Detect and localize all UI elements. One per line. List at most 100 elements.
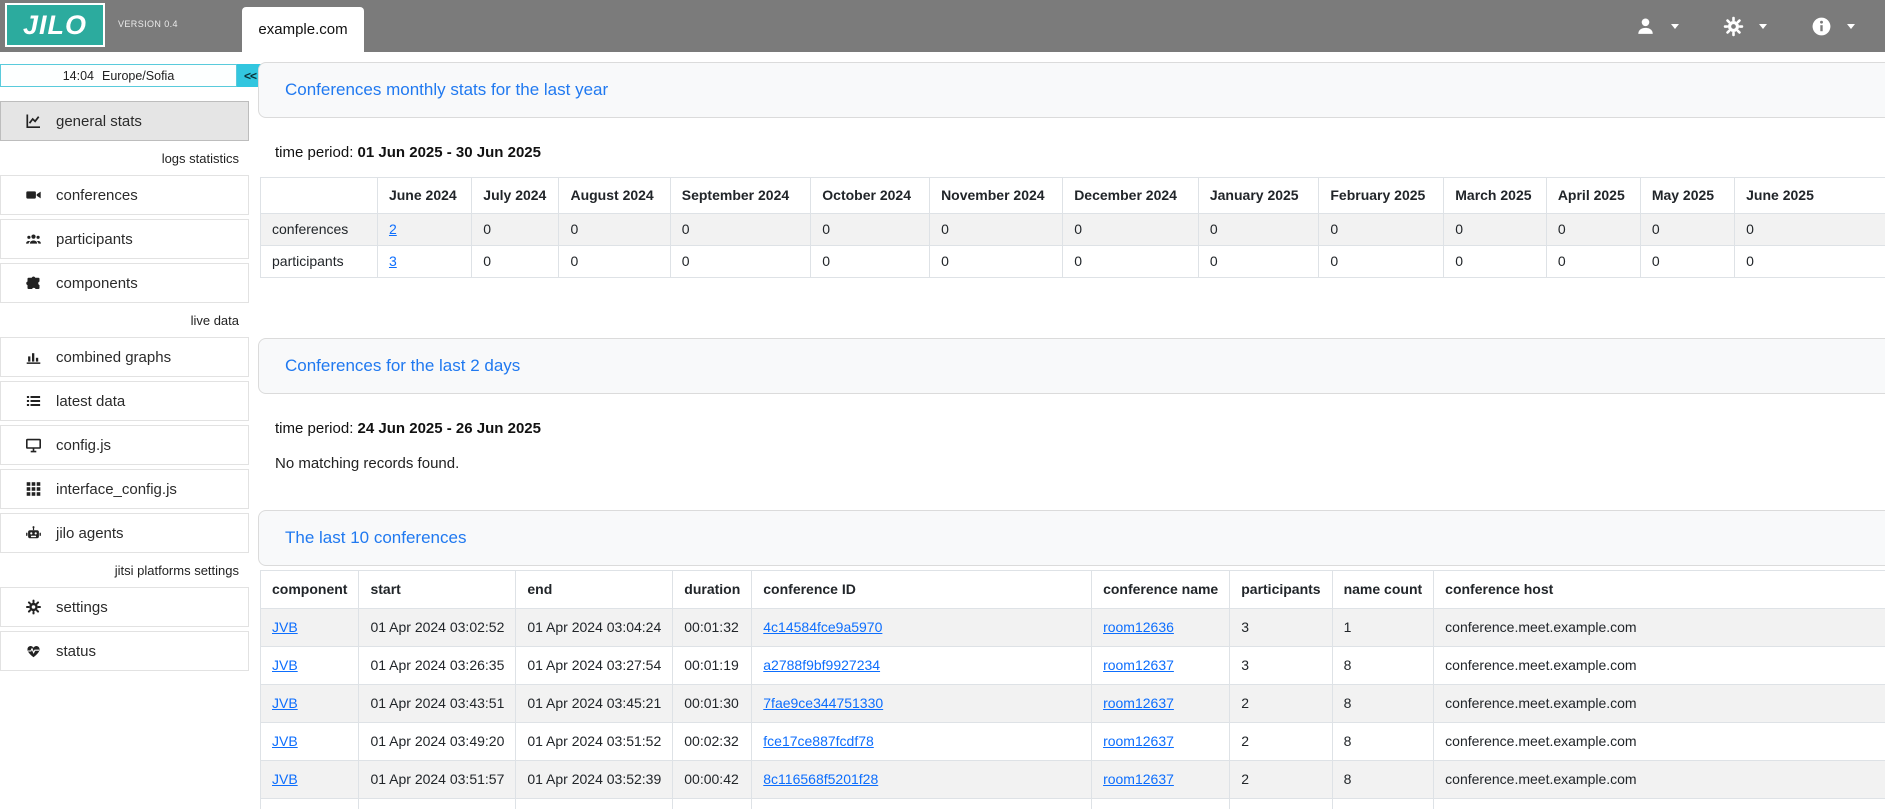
list-icon	[24, 393, 43, 409]
clock-row: 14:04 Europe/Sofia <<	[0, 64, 263, 87]
table-cell: conference.meet.example.com	[1433, 760, 1885, 799]
sidebar-section-label-jitsi-platforms-settings: jitsi platforms settings	[114, 563, 239, 578]
table-link[interactable]: room12637	[1103, 771, 1174, 787]
table-link[interactable]: 8c116568f5201f28	[763, 771, 879, 787]
user-menu[interactable]	[1635, 16, 1679, 37]
sidebar-item-label: config.js	[56, 436, 112, 454]
last-2-days-time-period-value: 24 Jun 2025 - 26 Jun 2025	[357, 420, 541, 437]
table-header-row: component start end duration conference ID co…	[259, 570, 1885, 609]
sidebar-item-label: latest data	[56, 392, 126, 410]
sidebar-item-components[interactable]: components	[0, 263, 249, 303]
column-header: duration	[672, 570, 753, 609]
column-header: component	[259, 570, 360, 609]
users-icon	[24, 231, 43, 247]
table-cell: 01 Apr 2024 03:51:52	[515, 722, 674, 761]
table-link[interactable]: a2788f9bf9927234	[763, 657, 881, 673]
tab-example-com[interactable]: example.com	[242, 7, 364, 52]
app-logo: JILO	[5, 3, 105, 47]
card-last-2-days-title[interactable]: Conferences for the last 2 days	[285, 356, 521, 375]
table-link[interactable]: 2	[388, 221, 397, 237]
table-link[interactable]: JVB	[272, 657, 298, 673]
sidebar-item-general-stats[interactable]: general stats	[0, 101, 249, 141]
table-cell: 00:00:42	[672, 760, 753, 799]
table-cell: fce17ce887fcdf78	[751, 722, 1093, 761]
table-cell: JVB	[259, 608, 360, 647]
table-cell: room12637	[1091, 646, 1231, 685]
chevron-down-icon	[1671, 23, 1679, 29]
table-cell: 01 Apr 2024 03:27:54	[515, 646, 674, 685]
sidebar-item-config-js[interactable]: config.js	[0, 425, 249, 465]
table-cell: 8	[1331, 684, 1435, 723]
top-bar: JILO VERSION 0.4 example.com	[0, 0, 1885, 52]
sidebar-item-label: interface_config.js	[56, 480, 177, 498]
column-header: August 2024	[558, 177, 671, 214]
settings-menu[interactable]	[1723, 16, 1767, 37]
last-2-days-time-period: time period: 24 Jun 2025 - 26 Jun 2025	[275, 420, 541, 437]
sidebar-item-combined-graphs[interactable]: combined graphs	[0, 337, 249, 377]
table-row: JVB 01 Apr 2024 03:43:51 01 Apr 2024 03:45…	[259, 684, 1885, 723]
card-monthly-stats-title[interactable]: Conferences monthly stats for the last y…	[285, 80, 609, 99]
table-link[interactable]: 3	[388, 253, 397, 269]
puzzle-piece-icon	[24, 275, 43, 291]
clock-time: 14:04	[62, 68, 94, 83]
sidebar-item-conferences[interactable]: conferences	[0, 175, 249, 215]
table-link[interactable]: 4c14584fce9a5970	[763, 619, 883, 635]
table-link[interactable]: JVB	[272, 733, 298, 749]
sidebar-item-label: settings	[56, 598, 108, 616]
sidebar-collapse-button[interactable]: <<	[237, 64, 263, 87]
table-cell: 0	[929, 245, 1064, 278]
info-menu[interactable]	[1811, 16, 1855, 37]
table-link[interactable]: room12637	[1103, 657, 1174, 673]
card-last-2-days-header: Conferences for the last 2 days	[258, 338, 1885, 394]
sidebar-item-settings[interactable]: settings	[0, 587, 249, 627]
table-cell	[1433, 798, 1885, 809]
card-monthly-stats-header: Conferences monthly stats for the last y…	[258, 62, 1885, 118]
column-header: January 2025	[1197, 177, 1320, 214]
sidebar-nav: general stats logs statistics conferences p…	[0, 101, 263, 671]
column-header: December 2024	[1062, 177, 1199, 214]
card-last-10-conferences-title[interactable]: The last 10 conferences	[285, 528, 467, 547]
sidebar-item-jilo-agents[interactable]: jilo agents	[0, 513, 249, 553]
table-link[interactable]: room12637	[1103, 695, 1174, 711]
table-header-row: June 2024 July 2024 August 2024 September 2…	[260, 177, 1885, 214]
table-link[interactable]: fce17ce887fcdf78	[763, 733, 874, 749]
column-header: June 2025	[1734, 177, 1885, 214]
table-cell: 0	[1639, 245, 1736, 278]
table-link[interactable]: JVB	[272, 771, 298, 787]
table-link[interactable]: JVB	[272, 695, 298, 711]
monthly-stats-table: June 2024 July 2024 August 2024 September 2…	[260, 177, 1885, 278]
table-cell: 00:01:19	[672, 646, 753, 685]
chart-line-icon	[24, 113, 43, 129]
row-label: participants	[260, 245, 378, 278]
sidebar-item-interface-config-js[interactable]: interface_config.js	[0, 469, 249, 509]
table-cell: 2	[1229, 722, 1333, 761]
column-header: start	[358, 570, 517, 609]
monthly-time-period: time period: 01 Jun 2025 - 30 Jun 2025	[275, 144, 541, 161]
sidebar-item-latest-data[interactable]: latest data	[0, 381, 249, 421]
column-header: June 2024	[376, 177, 473, 214]
info-icon	[1811, 16, 1832, 37]
gear-icon	[24, 599, 43, 615]
sidebar-item-status[interactable]: status	[0, 631, 249, 671]
table-cell: conference.meet.example.com	[1433, 684, 1885, 723]
table-cell: conference.meet.example.com	[1433, 608, 1885, 647]
monthly-time-period-value: 01 Jun 2025 - 30 Jun 2025	[357, 144, 541, 161]
sidebar-item-participants[interactable]: participants	[0, 219, 249, 259]
sidebar-item-label: conferences	[56, 186, 138, 204]
table-cell: 0	[669, 245, 812, 278]
table-cell: 0	[929, 213, 1064, 246]
table-cell	[358, 798, 517, 809]
table-row-conferences: conferences 2 0 0 0 0 0 0 0 0 0 0 0 0	[260, 213, 1885, 246]
table-cell: 0	[1545, 213, 1641, 246]
table-link[interactable]: JVB	[272, 619, 298, 635]
table-link[interactable]: 7fae9ce344751330	[763, 695, 884, 711]
table-link[interactable]: room12636	[1103, 619, 1174, 635]
main-content: Conferences monthly stats for the last y…	[258, 52, 1885, 809]
table-cell: 0	[1545, 245, 1641, 278]
column-header: October 2024	[810, 177, 931, 214]
grid-icon	[24, 481, 43, 497]
table-cell: 0	[669, 213, 812, 246]
table-link[interactable]: room12637	[1103, 733, 1174, 749]
table-cell: 00:01:32	[672, 608, 753, 647]
